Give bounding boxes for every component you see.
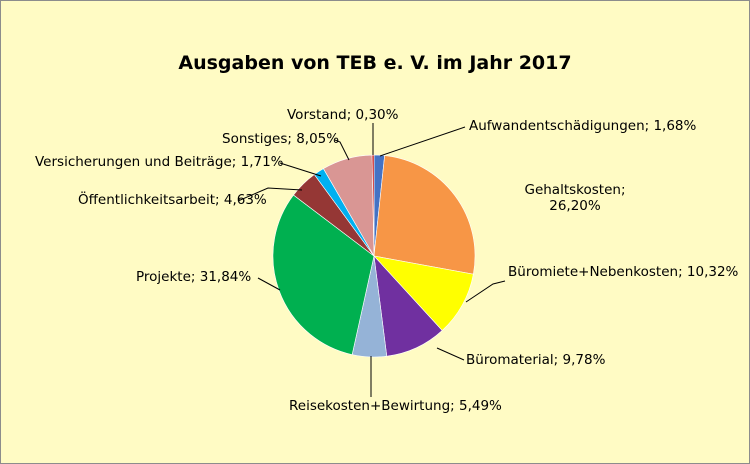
data-label: Sonstiges; 8,05% — [222, 131, 339, 147]
data-label-text: Büromiete+Nebenkosten; 10,32% — [508, 264, 739, 280]
data-label: Reisekosten+Bewirtung; 5,49% — [289, 398, 502, 414]
leader-line — [465, 280, 506, 303]
data-label: Versicherungen und Beiträge; 1,71% — [35, 154, 284, 170]
data-label: Öffentlichkeitsarbeit; 4,63% — [78, 192, 267, 208]
data-label-text: Öffentlichkeitsarbeit; 4,63% — [78, 192, 267, 208]
data-label: Aufwandentschädigungen; 1,68% — [469, 118, 696, 134]
leader-line — [279, 162, 322, 177]
pie-slice-projekte — [272, 194, 375, 355]
data-label: Gehaltskosten; 26,20% — [495, 182, 655, 214]
pie-slice-vorstand — [371, 154, 375, 257]
data-label-text: Projekte; 31,84% — [136, 269, 252, 285]
data-label-text: Vorstand; 0,30% — [287, 107, 399, 123]
leader-line — [379, 126, 466, 157]
data-label: Büromaterial; 9,78% — [466, 352, 605, 368]
data-label-text: Gehaltskosten; — [524, 182, 626, 198]
data-label-text: Aufwandentschädigungen; 1,68% — [469, 118, 697, 134]
leader-line — [334, 139, 350, 161]
pie-slice-gehaltskosten — [373, 155, 476, 275]
data-label: Büromiete+Nebenkosten; 10,32% — [508, 264, 738, 280]
data-label-text: Versicherungen und Beiträge; 1,71% — [35, 154, 284, 170]
data-label-text: Sonstiges; 8,05% — [222, 131, 340, 147]
data-label: Projekte; 31,84% — [136, 269, 251, 285]
data-label-text: Reisekosten+Bewirtung; 5,49% — [289, 398, 502, 414]
data-label: Vorstand; 0,30% — [287, 107, 398, 123]
data-label-value: 26,20% — [549, 198, 601, 214]
data-label-text: Büromaterial; 9,78% — [466, 352, 606, 368]
leader-line — [237, 187, 303, 202]
leader-line — [436, 347, 465, 361]
leader-line — [257, 277, 281, 291]
chart-title: Ausgaben von TEB e. V. im Jahr 2017 — [178, 52, 572, 74]
